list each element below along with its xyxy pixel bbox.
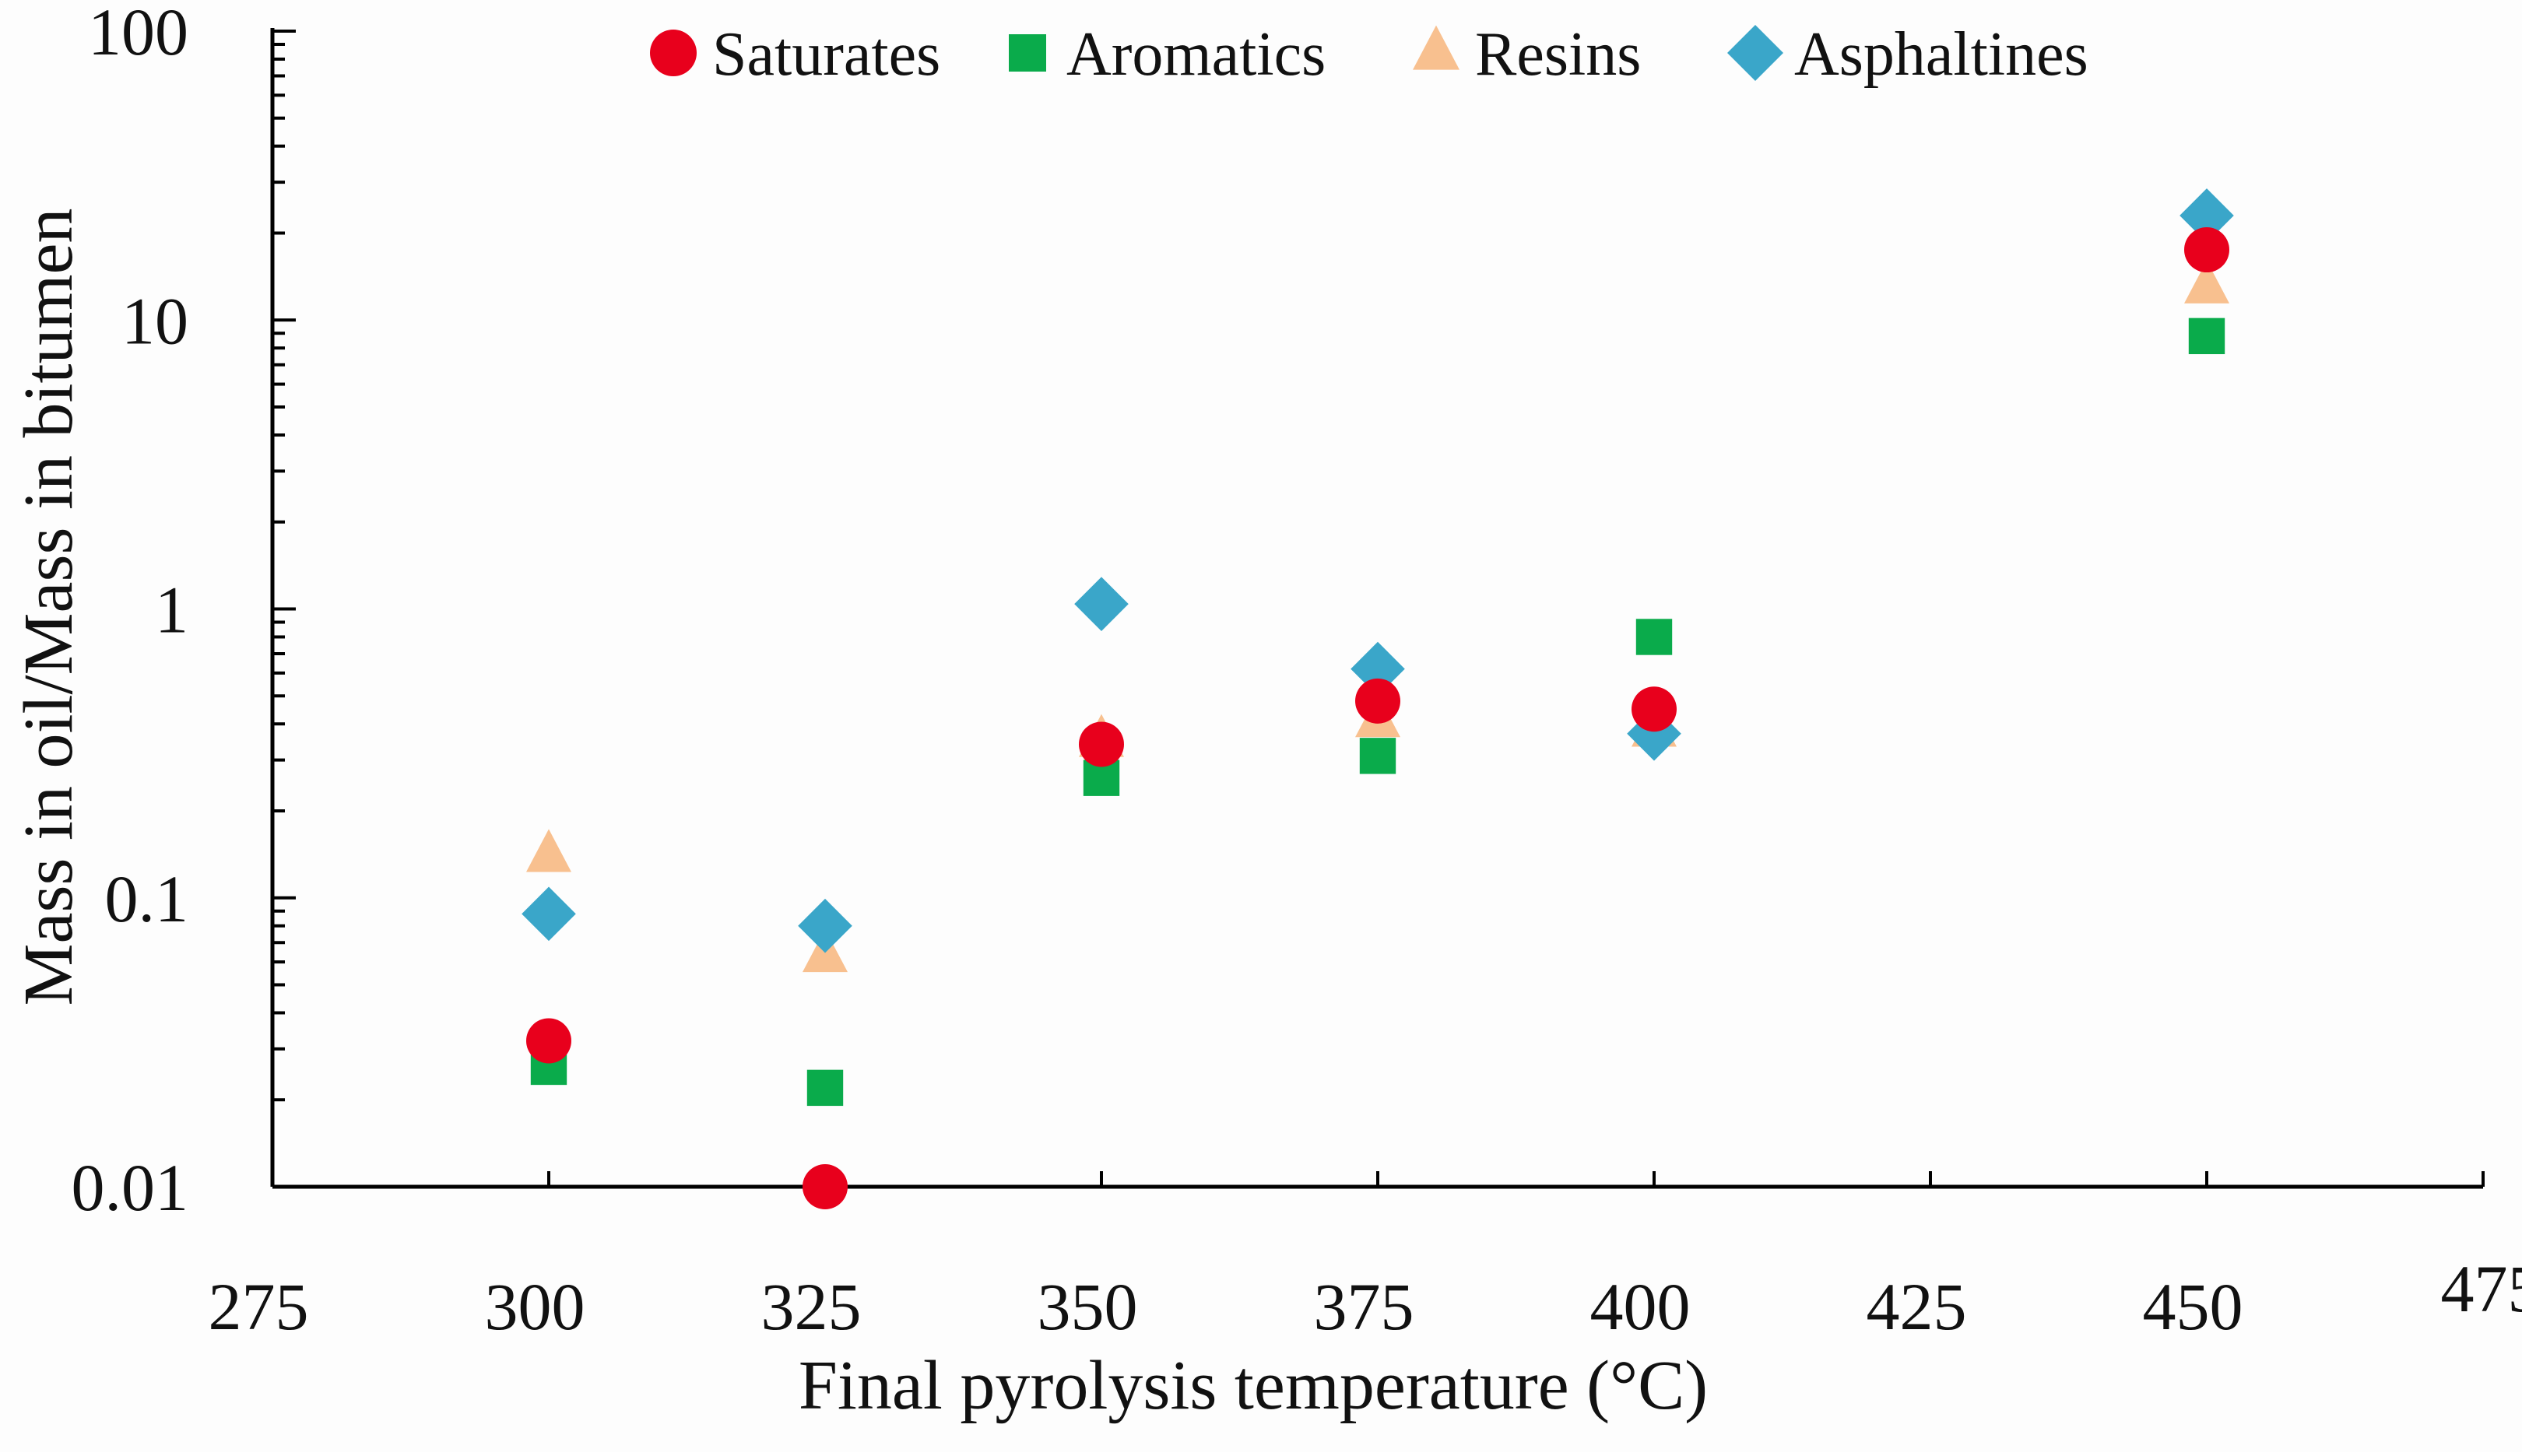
aromatics-point [1636, 619, 1672, 654]
legend-label: Resins [1475, 20, 1641, 89]
y-tick-label: 0.01 [72, 1150, 189, 1225]
y-tick-label: 10 [121, 283, 188, 358]
saturates-point [803, 1164, 848, 1209]
aromatics-point [807, 1070, 843, 1106]
series-saturates [526, 227, 2229, 1209]
saturates-point [1632, 686, 1677, 732]
asphaltines-point [1074, 577, 1129, 631]
series-resins [526, 261, 2229, 972]
legend-label: Asphaltines [1794, 20, 2088, 89]
x-tick-label: 325 [761, 1269, 862, 1344]
axes-layer [272, 28, 2483, 1187]
legend-item-saturates: Saturates [650, 20, 940, 89]
x-tick-label: 450 [2143, 1269, 2243, 1344]
asphaltines-point [798, 899, 852, 953]
aromatics-point [1360, 738, 1396, 774]
asphaltines-point [522, 887, 576, 942]
saturates-point [526, 1018, 571, 1063]
legend-marker-saturates [650, 30, 697, 76]
ticks-layer: 0.01 0.1 1 10 100 275 300 325 350 375 400 425 450 475 [72, 0, 2522, 1344]
aromatics-point [2189, 318, 2225, 354]
y-tick-label: 1 [155, 573, 188, 647]
legend-item-resins: Resins [1413, 20, 1641, 89]
x-tick-label: 425 [1867, 1269, 1967, 1344]
legend-item-asphaltines: Asphaltines [1727, 20, 2088, 89]
points-layer [522, 188, 2234, 1209]
legend-marker-asphaltines [1727, 25, 1783, 81]
saturates-point [2184, 227, 2229, 272]
legend-label: Aromatics [1066, 20, 1326, 89]
resins-point [526, 829, 571, 872]
y-axis-title: Mass in oil/Mass in bitumen [10, 208, 87, 1005]
x-axis-title: Final pyrolysis temperature (°C) [799, 1347, 1708, 1424]
series-asphaltines [522, 188, 2234, 953]
saturates-point [1079, 721, 1124, 767]
x-tick-label: 350 [1038, 1269, 1138, 1344]
legend-marker-aromatics [1009, 34, 1046, 72]
legend-item-aromatics: Aromatics [1009, 20, 1326, 89]
x-tick-label: 375 [1314, 1269, 1414, 1344]
x-tick-label: 400 [1590, 1269, 1691, 1344]
saturates-point [1355, 679, 1400, 724]
legend-label: Saturates [712, 20, 940, 89]
legend: Saturates Aromatics Resins Asphaltines [650, 20, 2088, 89]
x-tick-label: 300 [485, 1269, 585, 1344]
x-tick-label: 475 [2441, 1251, 2522, 1326]
y-tick-label: 0.1 [105, 861, 189, 936]
x-tick-label: 275 [209, 1269, 309, 1344]
legend-marker-resins [1413, 26, 1459, 70]
y-tick-label: 100 [88, 0, 188, 69]
